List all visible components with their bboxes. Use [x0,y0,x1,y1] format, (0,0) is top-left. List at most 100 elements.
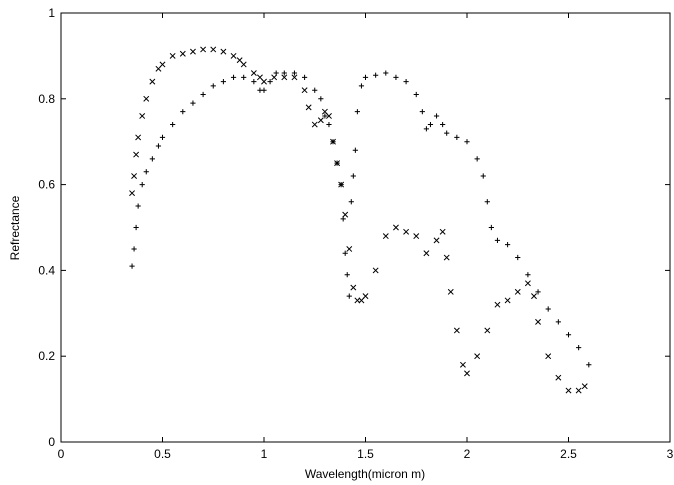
y-tick-label: 1 [48,6,55,20]
plus-point [535,289,541,295]
plus-point [474,156,480,162]
cross-point [159,61,166,68]
cross-point [240,61,247,68]
plus-point [494,237,501,243]
cross-point [439,228,446,235]
cross-point [169,52,176,59]
plus-point [344,272,350,278]
cross-point [281,74,288,81]
plus-point [302,74,308,80]
plus-point [358,83,365,89]
axis-ticks [60,12,671,443]
cross-point [143,95,150,102]
plus-point [251,79,257,85]
plus-point [354,109,360,115]
series-1 [129,46,588,394]
plus-point [267,79,273,85]
plus-point [480,173,486,179]
plus-point [346,293,352,299]
y-tick-label: 0.6 [38,178,55,192]
plus-point [322,113,328,119]
cross-point [133,151,140,158]
plus-point [555,319,561,325]
cross-point [210,46,217,53]
x-tick-label: 0 [58,447,65,461]
plus-point [484,199,490,205]
plus-point [170,121,176,128]
plus-point [135,203,141,209]
cross-point [535,318,542,325]
cross-point [362,293,369,300]
cross-point [261,78,267,85]
plus-point [423,126,429,132]
plus-point [362,74,369,80]
plus-point [565,332,572,338]
x-tick-label: 2 [464,447,471,461]
plus-point [464,139,470,145]
cross-point [382,233,389,240]
cross-point [129,190,136,197]
plus-point [180,109,186,115]
plus-point [342,250,348,256]
plus-point [440,121,446,128]
cross-point [555,374,562,381]
plus-point [291,70,298,76]
cross-point [139,113,146,119]
plus-point [261,87,267,93]
x-tick-label: 1 [261,447,268,461]
plus-point [413,91,419,98]
cross-point [565,387,572,394]
plus-point [352,147,358,153]
plus-point [133,224,139,231]
plus-point [525,272,531,278]
cross-point [504,297,511,304]
plus-point [210,83,216,89]
tick-labels: 0 0.5 1 1.5 2 2.5 3 0 0.2 0.4 0.6 0.8 1 [38,6,673,461]
cross-point [230,52,237,59]
cross-point [301,87,308,94]
cross-point [291,74,298,81]
y-tick-label: 0 [48,435,55,449]
plus-point [230,74,237,80]
plus-point [515,254,521,261]
plus-point [586,362,592,368]
data-marks [129,46,592,394]
cross-point [131,173,138,179]
plus-point [155,143,162,149]
cross-point [494,301,501,308]
cross-point [464,370,470,377]
cross-point [581,383,588,390]
plus-point [220,79,226,85]
cross-point [342,211,349,218]
plus-point [143,169,149,175]
cross-point [474,353,481,360]
cross-point [179,50,186,57]
plus-point [159,134,166,141]
plus-point [241,74,247,80]
cross-point [575,387,582,394]
cross-point [459,361,466,368]
plus-point [318,96,324,102]
plus-point [393,74,399,80]
plus-point [427,121,434,128]
cross-point [189,48,196,55]
cross-point [305,104,312,111]
cross-point [447,288,454,295]
cross-point [443,254,450,261]
cross-point [326,113,332,119]
cross-point [311,121,318,128]
cross-point [413,233,420,240]
plus-point [348,199,354,205]
plus-point [403,79,409,85]
x-tick-label: 2.5 [560,447,577,461]
cross-point [330,138,336,145]
cross-point [531,293,537,300]
cross-point [200,46,207,53]
cross-point [334,160,341,167]
plus-point [545,306,551,312]
x-tick-label: 1.5 [357,447,374,461]
cross-point [484,327,491,334]
y-tick-label: 0.8 [38,92,55,106]
x-tick-label: 0.5 [154,447,171,461]
